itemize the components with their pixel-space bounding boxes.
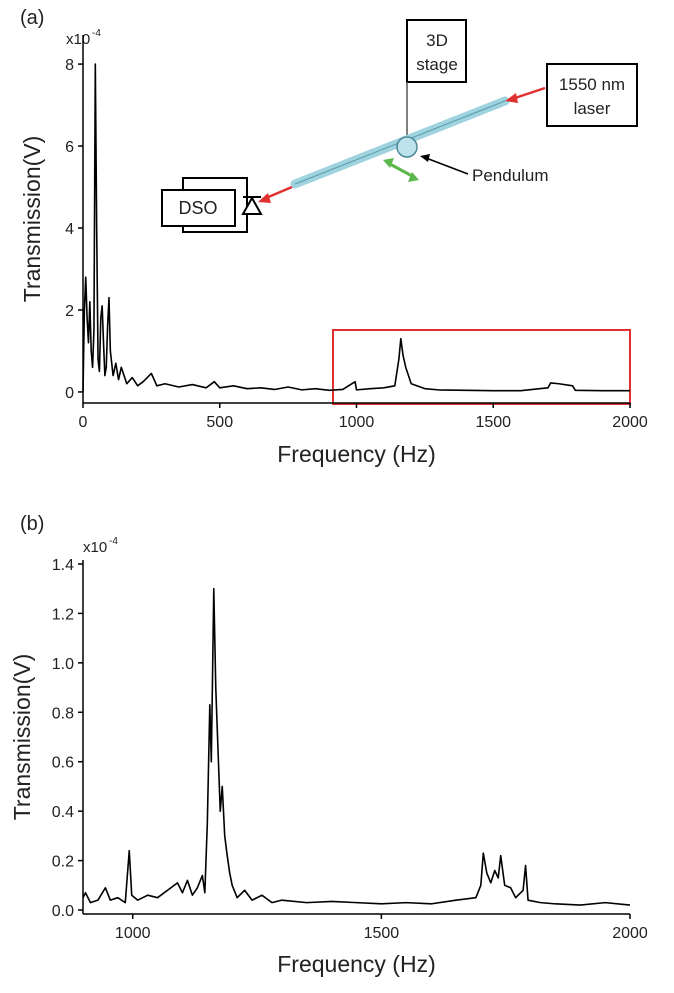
pointer-head [420, 154, 430, 162]
zoom-box [332, 329, 631, 405]
multiplier-exponent: -4 [92, 28, 101, 39]
x-tick-label: 1000 [115, 925, 151, 942]
x-tick-label: 1500 [475, 414, 511, 431]
y-tick-label: 1.0 [52, 656, 74, 673]
x-axis-title: Frequency (Hz) [277, 951, 435, 977]
y-tick-label: 1.4 [52, 557, 74, 574]
y-tick-label: 2 [65, 303, 74, 320]
multiplier: x10 [83, 539, 107, 556]
y-tick-label: 1.2 [52, 606, 74, 623]
dso-box [161, 189, 236, 227]
out-arrow-head [258, 193, 271, 203]
out-arrow [265, 185, 293, 200]
laser-arrow-head [505, 93, 518, 103]
data-line [82, 63, 630, 392]
y-tick-label: 0.0 [52, 903, 74, 920]
y-tick-label: 6 [65, 139, 74, 156]
diode [241, 195, 263, 215]
y-axis-title: Transmission(V) [19, 136, 45, 303]
multiplier-exponent: -4 [109, 536, 118, 547]
pendulum [396, 136, 418, 158]
setup-diagram: 3D stage 1550 nm laser Pendulum DSO [161, 19, 638, 233]
y-tick-label: 8 [65, 57, 74, 74]
x-axis-title: Frequency (Hz) [277, 441, 435, 467]
x-tick-label: 2000 [612, 414, 648, 431]
pendulum-label: Pendulum [472, 166, 549, 185]
stage-label: stage [416, 55, 458, 74]
x-tick-label: 500 [206, 414, 233, 431]
multiplier: x10 [66, 31, 90, 48]
laser-box [546, 63, 638, 127]
y-tick-label: 4 [65, 221, 74, 238]
y-tick-label: 0.8 [52, 705, 74, 722]
swing-arrow [389, 162, 413, 178]
y-axis-title: Transmission(V) [9, 654, 35, 821]
stage-label: 3D [426, 31, 448, 50]
swing-head-1 [383, 158, 394, 168]
y-tick-label: 0.2 [52, 854, 74, 871]
x-tick-label: 1000 [339, 414, 375, 431]
laser-arrow [511, 86, 546, 101]
y-tick-label: 0.6 [52, 755, 74, 772]
dso-label: DSO [178, 198, 217, 218]
y-tick-label: 0.4 [52, 804, 74, 821]
y-tick-label: 0 [65, 385, 74, 402]
swing-head-2 [408, 172, 419, 182]
laser-label: laser [574, 99, 611, 118]
panel-label: (a) [20, 7, 44, 29]
stage-box [406, 19, 467, 83]
data-line [82, 587, 631, 906]
laser-label: 1550 nm [559, 75, 625, 94]
pointer [425, 157, 469, 175]
panel-label: (b) [20, 513, 44, 535]
x-tick-label: 2000 [612, 925, 648, 942]
x-tick-label: 1500 [364, 925, 400, 942]
x-tick-label: 0 [79, 414, 88, 431]
